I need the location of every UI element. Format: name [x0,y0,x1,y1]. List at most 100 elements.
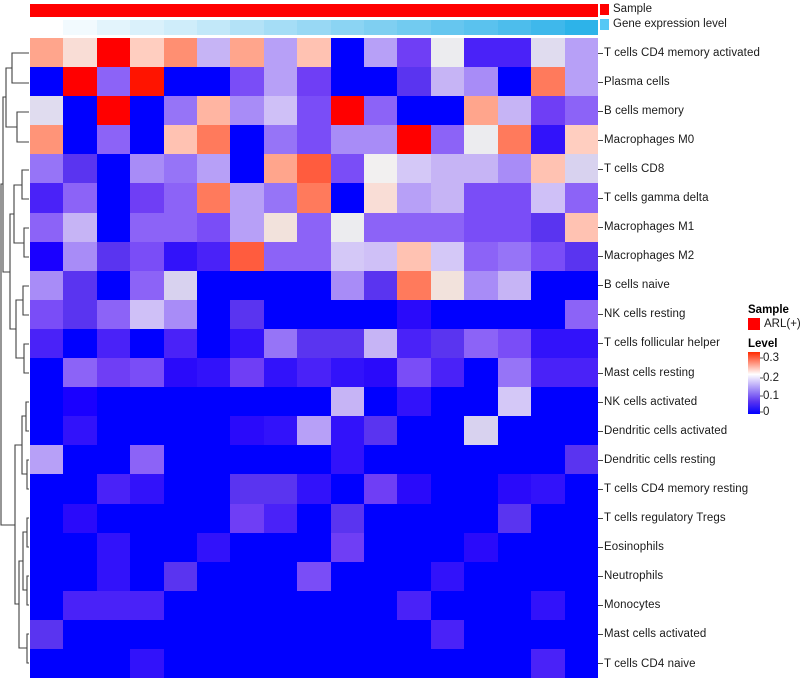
heatmap-cell[interactable] [63,299,97,329]
heatmap-cell[interactable] [464,474,498,504]
heatmap-cell[interactable] [397,590,431,620]
heatmap-cell[interactable] [96,387,131,417]
heatmap-cell[interactable] [63,590,97,620]
heatmap-cell[interactable] [297,619,331,649]
heatmap-cell[interactable] [397,125,431,155]
heatmap-cell[interactable] [364,445,398,475]
heatmap-cell[interactable] [564,416,598,446]
heatmap-cell[interactable] [96,590,131,620]
heatmap-cell[interactable] [63,416,97,446]
heatmap-cell[interactable] [430,38,465,68]
heatmap-cell[interactable] [397,532,431,562]
heatmap-cell[interactable] [30,38,64,68]
heatmap-cell[interactable] [531,619,565,649]
heatmap-cell[interactable] [130,532,164,562]
heatmap-cell[interactable] [564,183,598,213]
heatmap-cell[interactable] [230,328,264,359]
heatmap-cell[interactable] [464,125,498,155]
heatmap-cell[interactable] [263,125,298,155]
heatmap-cell[interactable] [96,503,131,533]
heatmap-cell[interactable] [430,358,465,388]
heatmap-cell[interactable] [564,387,598,417]
heatmap-cell[interactable] [531,387,565,417]
heatmap-cell[interactable] [297,183,331,213]
heatmap-cell[interactable] [30,358,64,388]
heatmap-cell[interactable] [230,270,264,300]
heatmap-cell[interactable] [497,96,532,126]
heatmap-cell[interactable] [564,212,598,242]
heatmap-cell[interactable] [30,503,64,533]
heatmap-cell[interactable] [364,270,398,300]
heatmap-cell[interactable] [163,67,198,97]
heatmap-cell[interactable] [96,183,131,213]
heatmap-cell[interactable] [96,241,131,271]
heatmap-cell[interactable] [63,212,97,242]
heatmap-cell[interactable] [330,445,365,475]
heatmap-cell[interactable] [397,648,431,679]
heatmap-cell[interactable] [330,648,365,679]
heatmap-cell[interactable] [96,532,131,562]
heatmap-cell[interactable] [230,241,264,271]
heatmap-cell[interactable] [464,154,498,184]
heatmap-cell[interactable] [30,648,64,679]
heatmap-cell[interactable] [30,183,64,213]
heatmap-cell[interactable] [531,648,565,679]
heatmap-cell[interactable] [297,445,331,475]
heatmap-cell[interactable] [96,125,131,155]
heatmap-cell[interactable] [197,590,231,620]
heatmap-cell[interactable] [497,241,532,271]
heatmap-cell[interactable] [163,358,198,388]
heatmap-cell[interactable] [163,96,198,126]
heatmap-cell[interactable] [230,183,264,213]
heatmap-cell[interactable] [230,416,264,446]
heatmap-cell[interactable] [130,561,164,591]
heatmap-cell[interactable] [464,67,498,97]
heatmap-cell[interactable] [531,561,565,591]
heatmap-cell[interactable] [330,38,365,68]
heatmap-cell[interactable] [464,445,498,475]
heatmap-cell[interactable] [430,503,465,533]
heatmap-cell[interactable] [96,416,131,446]
heatmap-cell[interactable] [364,67,398,97]
heatmap-cell[interactable] [564,503,598,533]
heatmap-cell[interactable] [230,619,264,649]
heatmap-cell[interactable] [297,387,331,417]
heatmap-cell[interactable] [464,416,498,446]
heatmap-cell[interactable] [197,154,231,184]
heatmap-cell[interactable] [130,241,164,271]
heatmap-cell[interactable] [397,416,431,446]
heatmap-cell[interactable] [30,125,64,155]
heatmap-cell[interactable] [564,590,598,620]
heatmap-cell[interactable] [297,96,331,126]
heatmap-cell[interactable] [430,387,465,417]
heatmap-cell[interactable] [464,212,498,242]
heatmap-cell[interactable] [30,299,64,329]
heatmap-cell[interactable] [297,212,331,242]
heatmap-cell[interactable] [531,241,565,271]
heatmap-cell[interactable] [263,358,298,388]
heatmap-cell[interactable] [30,154,64,184]
heatmap-cell[interactable] [464,619,498,649]
heatmap-cell[interactable] [364,241,398,271]
heatmap-cell[interactable] [330,154,365,184]
heatmap-cell[interactable] [531,299,565,329]
heatmap-cell[interactable] [464,561,498,591]
heatmap-cell[interactable] [330,474,365,504]
heatmap-cell[interactable] [30,328,64,359]
heatmap-cell[interactable] [364,416,398,446]
heatmap-cell[interactable] [297,328,331,359]
heatmap-cell[interactable] [197,503,231,533]
heatmap-cell[interactable] [397,38,431,68]
heatmap-cell[interactable] [564,241,598,271]
heatmap-cell[interactable] [263,474,298,504]
heatmap-cell[interactable] [464,183,498,213]
heatmap-cell[interactable] [230,38,264,68]
heatmap-cell[interactable] [531,503,565,533]
heatmap-cell[interactable] [30,241,64,271]
heatmap-cell[interactable] [564,270,598,300]
heatmap-cell[interactable] [430,299,465,329]
heatmap-cell[interactable] [30,96,64,126]
heatmap-cell[interactable] [330,532,365,562]
heatmap-cell[interactable] [63,96,97,126]
heatmap-grid[interactable] [30,38,598,679]
